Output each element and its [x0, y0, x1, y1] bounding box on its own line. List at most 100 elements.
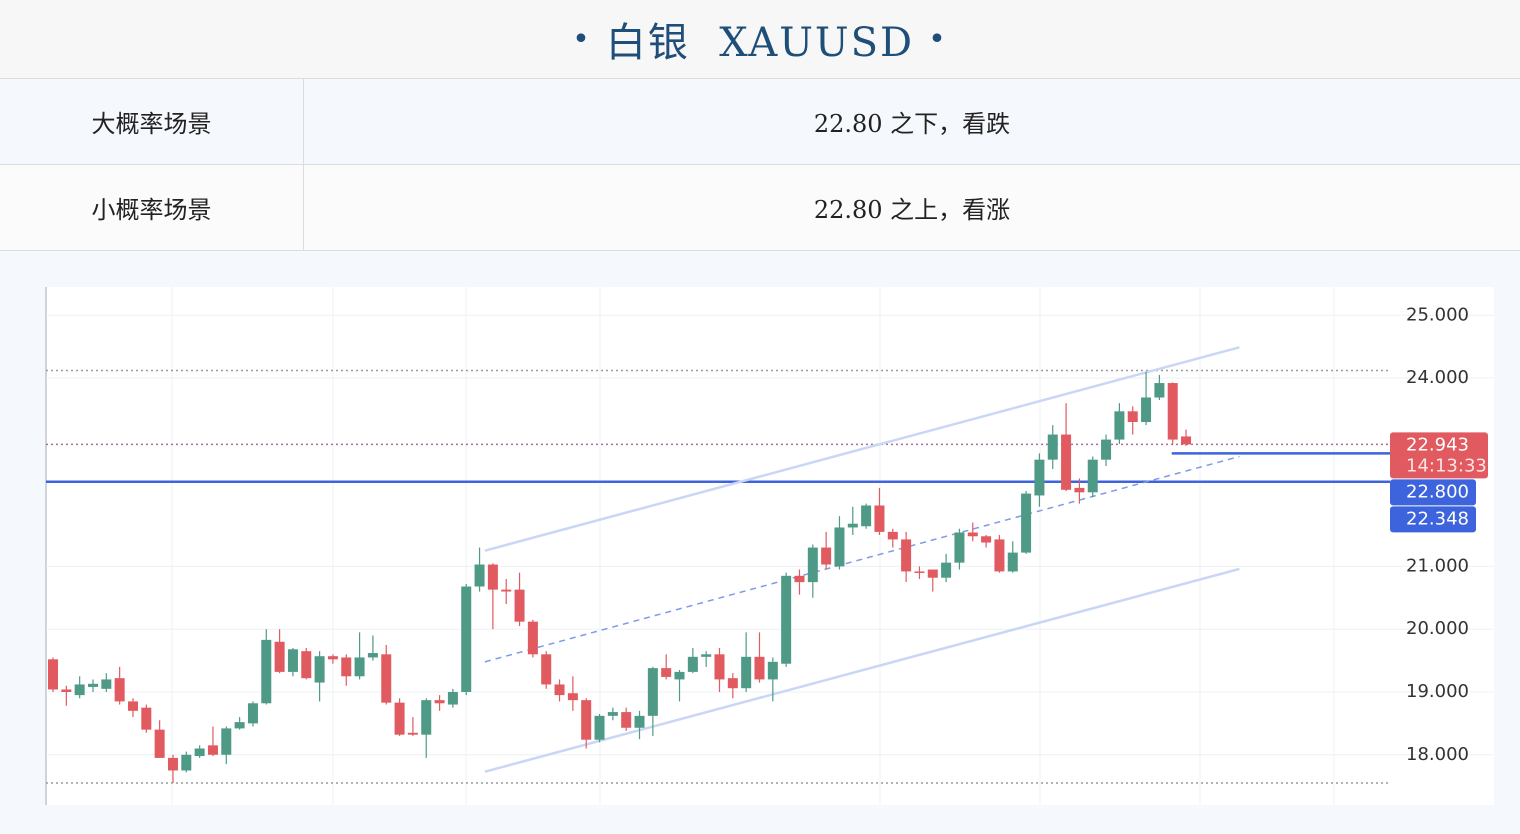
candle-body	[1074, 487, 1085, 493]
title: 白银 XAUUSD	[605, 20, 915, 66]
candle-body	[114, 678, 125, 702]
candle-body	[1127, 411, 1138, 422]
bullet: •	[928, 21, 948, 57]
candle-body	[1021, 493, 1032, 553]
candle-body	[234, 722, 245, 729]
candle-body	[354, 657, 365, 677]
candle-body	[607, 712, 618, 716]
candle-body	[461, 586, 472, 692]
candle-body	[741, 656, 752, 689]
y-tick-label: 25.000	[1406, 304, 1469, 325]
trend-line	[484, 567, 1240, 773]
price-tag	[1390, 432, 1488, 479]
price-tag	[1390, 506, 1476, 533]
y-tick-label: 21.000	[1406, 555, 1469, 576]
y-tick-label: 19.000	[1406, 681, 1469, 702]
candle-body	[594, 715, 605, 740]
candle-body	[821, 547, 832, 565]
candle-body	[261, 639, 272, 704]
candle-body	[714, 654, 725, 680]
candle-body	[634, 715, 645, 728]
candle-body	[487, 564, 498, 590]
cell: 小概率场景	[0, 164, 304, 251]
candle-body	[701, 654, 712, 657]
table-row: 大概率场景 22.80 之下，看跌	[0, 79, 1520, 165]
candle-body	[1087, 459, 1098, 493]
candle-body	[514, 589, 525, 622]
candle-body	[1034, 459, 1045, 496]
candle-body	[247, 703, 258, 724]
candle-body	[48, 659, 58, 690]
candle-body	[367, 653, 378, 658]
candle-body	[941, 562, 952, 578]
candle-body	[167, 757, 178, 771]
candle-body	[674, 671, 685, 680]
candle-body	[394, 702, 405, 735]
candle-body	[794, 575, 805, 583]
candle-body	[221, 728, 232, 755]
candle-body	[407, 732, 418, 735]
candle-body	[181, 754, 192, 771]
candle-body	[434, 700, 445, 704]
candle-body	[154, 729, 165, 758]
candle-body	[127, 701, 138, 711]
candle-body	[781, 575, 792, 664]
price-tag-label: 22.943	[1406, 434, 1469, 455]
candle-body	[1114, 411, 1125, 440]
cell: 22.80 之下，看跌	[303, 79, 1520, 165]
candle-body	[954, 532, 965, 563]
candle-body	[541, 654, 552, 685]
candle-body	[727, 678, 738, 689]
candle-body	[981, 536, 992, 543]
candle-body	[141, 707, 152, 730]
candle-body	[61, 689, 72, 692]
candle-body	[767, 661, 778, 680]
candle-body	[1154, 383, 1165, 398]
table-row: 小概率场景 22.80 之上，看涨	[0, 164, 1520, 251]
trend-line	[484, 455, 1240, 663]
candle-body	[687, 656, 698, 672]
bullet: •	[572, 21, 592, 57]
candle-body	[581, 700, 592, 740]
candle-body	[1167, 383, 1178, 440]
candle-body	[1141, 397, 1152, 422]
candle-body	[994, 539, 1005, 572]
scenario-table: 大概率场景 22.80 之下，看跌 小概率场景 22.80 之上，看涨	[0, 79, 1520, 251]
candle-body	[647, 668, 658, 716]
candle-body	[874, 505, 885, 532]
candle-body	[474, 564, 485, 587]
countdown: 14:13:33	[1406, 455, 1487, 476]
candle-body	[421, 700, 432, 735]
candle-body	[301, 651, 312, 679]
price-tag-label: 22.348	[1406, 508, 1469, 529]
candle-body	[1061, 434, 1072, 490]
header: • 白银 XAUUSD •	[0, 0, 1520, 79]
candle-body	[1101, 439, 1112, 460]
candle-body	[901, 539, 912, 572]
y-tick-label: 24.000	[1406, 367, 1469, 388]
candle-body	[314, 656, 325, 683]
candle-body	[754, 656, 765, 680]
candle-body	[101, 679, 112, 689]
candle-body	[927, 569, 938, 578]
plot-background	[46, 287, 1494, 805]
candle-body	[1007, 552, 1018, 572]
candle-body	[967, 532, 978, 537]
y-tick-label: 18.000	[1406, 744, 1469, 765]
candle-body	[381, 654, 392, 703]
candle-body	[87, 683, 98, 687]
candle-body	[834, 527, 845, 567]
candle-body	[1047, 434, 1058, 460]
price-tag-label: 22.800	[1406, 481, 1469, 502]
candle-body	[207, 745, 218, 755]
price-tag	[1390, 479, 1476, 506]
candle-body	[527, 621, 538, 655]
candle-body	[914, 571, 925, 573]
candle-body	[447, 691, 458, 705]
candle-body	[74, 684, 85, 696]
candle-body	[661, 668, 672, 677]
candle-body	[287, 649, 298, 672]
candle-body	[887, 531, 898, 540]
